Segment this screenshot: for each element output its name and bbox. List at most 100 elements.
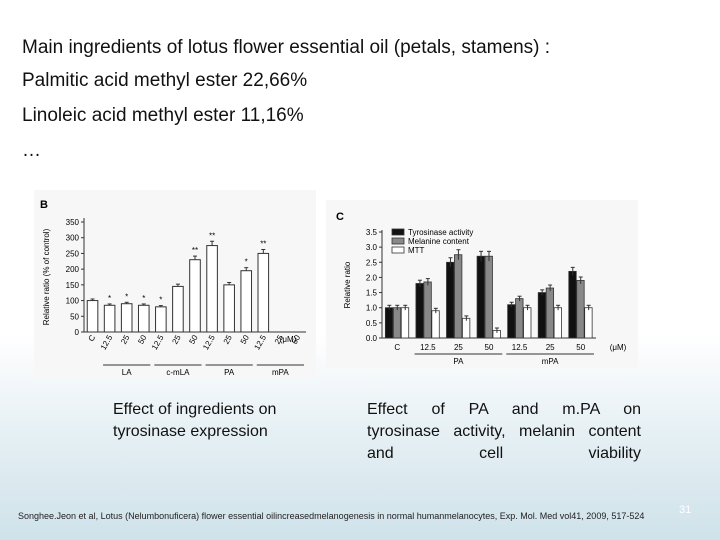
chart-b-bar [172,285,184,333]
chart-b-ytick-label: 150 [66,281,80,290]
chart-c-ytick-label: 2.5 [366,258,378,267]
chart-c-bar [568,270,577,339]
chart-c-bar [454,254,463,339]
chart-c-ytick-label: 1.0 [366,304,378,313]
chart-b-bar [240,270,253,333]
chart-b-bar [137,304,150,333]
chart-c-ylabel: Relative ratio [343,261,352,308]
chart-b-ytick-label: 0 [75,328,80,337]
chart-c-bar [537,292,547,339]
chart-b-group-label: LA [122,368,132,377]
chart-b-x-tick-label: 12.5 [99,333,115,351]
chart-c-x-tick-label: 12.5 [420,343,436,352]
chart-c-legend-label: MTT [408,246,425,255]
chart-c-bar [423,281,432,339]
text-line-main-ingredients: Main ingredients of lotus flower essenti… [22,37,551,58]
chart-c-x-tick-label: 12.5 [512,343,528,352]
chart-b-significance: * [125,292,128,301]
chart-c-bar [446,261,455,339]
chart-b-ytick-label: 200 [66,265,80,274]
chart-c-ytick-label: 2.0 [366,273,378,282]
chart-c-bar [576,280,585,339]
chart-c-legend-swatch [391,228,405,236]
chart-c-bar [484,255,493,339]
chart-b-svg: B 0 50 100 150 200 250 300 350 Relative ratio (% … [40,199,306,377]
page-number: 31 [679,504,692,516]
chart-c-legend-swatch [391,246,405,254]
caption-right-line-1: Effect of PA and m.PA on [367,401,641,418]
chart-b-significance: ** [209,231,215,240]
chart-c-x-tick-label: 25 [546,343,555,352]
chart-b-ylabel: Relative ratio (% of control) [42,228,51,325]
chart-b-x-tick-label: 50 [187,333,200,346]
chart-c-bar [584,307,593,339]
caption-left: Effect of ingredients on tyrosinase expr… [113,401,277,440]
chart-c-bar [545,287,555,339]
chart-c-bar [553,307,562,339]
chart-c-legend-label: Tyrosinase activity [408,228,473,237]
chart-c-bar [400,307,410,339]
chart-b-ytick-label: 50 [70,312,79,321]
text-line-linoleic: Linoleic acid methyl ester 11,16% [22,105,304,126]
chart-b-bar [257,252,270,333]
chart-b-bar [206,245,218,333]
chart-b-bar [223,284,235,333]
chart-b-x-tick-label: 12.5 [201,333,217,351]
chart-c-bar [384,307,394,339]
chart-c-bar [415,283,424,339]
chart-b-significance: ** [260,240,266,249]
chart-c-x-tick-label: 25 [454,343,463,352]
chart-c-ytick-label: 0.5 [366,319,378,328]
chart-c-ytick-label: 3.0 [366,243,378,252]
chart-c-bar [476,255,485,339]
chart-c-svg: C 0.0 0.5 1.0 1.5 2.0 2.5 3.0 3.5 Relative ratio C… [336,211,627,366]
chart-b-bar [120,303,133,333]
caption-right-line-3: and cell viability [367,445,641,462]
chart-b-bar [103,304,116,333]
chart-c-bar [515,298,524,339]
chart-c-group-label: mPA [542,357,559,366]
chart-b-significance: * [142,294,145,303]
chart-b-x-tick-label: C [87,333,98,343]
chart-b-significance: ** [192,246,198,255]
chart-b-x-tick-label: 25 [222,333,235,346]
chart-b-panel-label: B [40,199,48,211]
chart-panel-b: B 0 50 100 150 200 250 300 350 Relative ratio (% … [34,190,316,378]
chart-b-bar [189,259,201,333]
chart-c-panel-label: C [336,211,344,223]
chart-b-bar [155,306,167,333]
text-line-ellipsis: … [22,140,41,161]
chart-c-ytick-label: 0.0 [366,334,378,343]
chart-b-ytick-label: 100 [66,297,80,306]
chart-c-legend-label: Melanine content [408,237,470,246]
chart-c-x-tick-label: 50 [485,343,494,352]
chart-c-ytick-label: 3.5 [366,228,378,237]
chart-b-unit: (μM) [280,335,297,344]
chart-c-bar [431,310,440,339]
text-line-palmitic: Palmitic acid methyl ester 22,66% [22,70,308,91]
chart-b-bar [86,300,99,333]
chart-b-ytick-label: 350 [66,218,80,227]
citation: Songhee.Jeon et al, Lotus (Nelumbonufice… [18,511,645,521]
chart-c-unit: (μM) [610,343,627,352]
chart-b-x-tick-label: 50 [239,333,252,346]
chart-c-ytick-label: 1.5 [366,289,378,298]
chart-c-x-tick-label: C [394,343,400,352]
chart-b-significance: * [245,258,248,267]
chart-c-bar [392,307,402,339]
chart-c-bar [462,317,471,339]
chart-b-x-tick-label: 25 [119,333,132,346]
chart-b-group-label: mPA [272,368,289,377]
chart-c-x-tick-label: 50 [576,343,585,352]
chart-c-bar [523,307,532,339]
chart-b-x-tick-label: 25 [170,333,183,346]
chart-b-ytick-label: 250 [66,249,80,258]
chart-b-x-tick-label: 50 [136,333,149,346]
chart-b-x-tick-label: 12.5 [252,333,268,351]
chart-panel-c: C 0.0 0.5 1.0 1.5 2.0 2.5 3.0 3.5 Relative ratio C… [326,200,638,368]
chart-c-bar [507,304,516,339]
caption-right: Effect of PA and m.PA on tyrosinase acti… [367,399,641,465]
chart-b-x-tick-label: 12.5 [150,333,166,351]
chart-b-ytick-label: 300 [66,234,80,243]
chart-b-significance: * [108,294,111,303]
